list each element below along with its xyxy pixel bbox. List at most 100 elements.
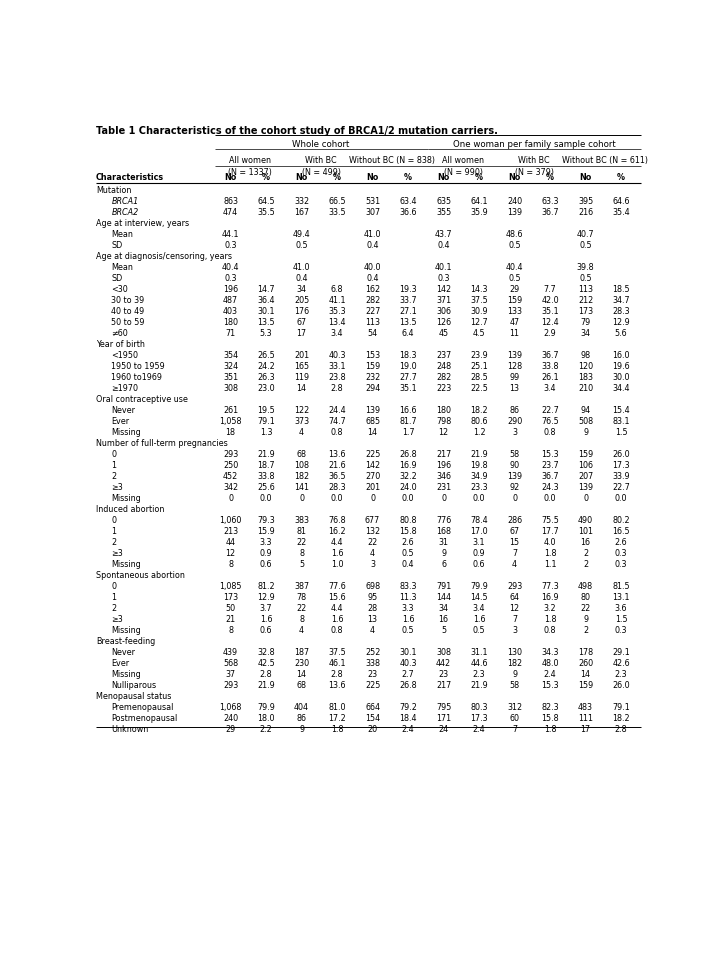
Text: 111: 111 — [578, 713, 593, 723]
Text: 81.5: 81.5 — [612, 581, 630, 590]
Text: 4: 4 — [370, 548, 375, 557]
Text: 76.5: 76.5 — [541, 417, 559, 425]
Text: No: No — [366, 173, 379, 182]
Text: 0.5: 0.5 — [402, 548, 414, 557]
Text: 225: 225 — [365, 450, 380, 458]
Text: 0: 0 — [441, 493, 446, 503]
Text: Breast-feeding: Breast-feeding — [96, 637, 155, 645]
Text: Age at interview, years: Age at interview, years — [96, 218, 189, 228]
Text: Oral contraceptive use: Oral contraceptive use — [96, 394, 188, 403]
Text: 531: 531 — [365, 197, 380, 205]
Text: 286: 286 — [507, 516, 522, 524]
Text: 178: 178 — [578, 647, 593, 656]
Text: 0.4: 0.4 — [366, 273, 379, 283]
Text: 13: 13 — [368, 614, 378, 623]
Text: Induced abortion: Induced abortion — [96, 505, 164, 514]
Text: 7: 7 — [512, 548, 517, 557]
Text: 42.0: 42.0 — [541, 296, 559, 304]
Text: 47: 47 — [510, 318, 520, 327]
Text: 23.9: 23.9 — [470, 351, 488, 359]
Text: Missing: Missing — [111, 626, 141, 635]
Text: 81: 81 — [297, 526, 307, 536]
Text: 19.5: 19.5 — [257, 405, 275, 415]
Text: 76.8: 76.8 — [328, 516, 346, 524]
Text: 351: 351 — [223, 372, 238, 382]
Text: 92: 92 — [510, 483, 520, 491]
Text: 37: 37 — [226, 670, 236, 678]
Text: 2.8: 2.8 — [260, 670, 272, 678]
Text: 182: 182 — [294, 472, 309, 481]
Text: 1960 to1969: 1960 to1969 — [111, 372, 162, 382]
Text: 17.2: 17.2 — [328, 713, 346, 723]
Text: 36.7: 36.7 — [541, 472, 559, 481]
Text: 15.4: 15.4 — [612, 405, 630, 415]
Text: Table 1 Characteristics of the cohort study of BRCA1/2 mutation carriers.: Table 1 Characteristics of the cohort st… — [96, 126, 498, 136]
Text: 12: 12 — [439, 427, 449, 436]
Text: Year of birth: Year of birth — [96, 339, 145, 349]
Text: No: No — [579, 173, 592, 182]
Text: 13.5: 13.5 — [257, 318, 275, 327]
Text: 171: 171 — [436, 713, 451, 723]
Text: 106: 106 — [578, 460, 593, 470]
Text: 36.5: 36.5 — [328, 472, 346, 481]
Text: 7.7: 7.7 — [543, 285, 556, 294]
Text: 67: 67 — [297, 318, 307, 327]
Text: 7: 7 — [512, 614, 517, 623]
Text: 2.4: 2.4 — [402, 725, 414, 734]
Text: 21.9: 21.9 — [470, 450, 488, 458]
Text: Never: Never — [111, 405, 136, 415]
Text: 81.0: 81.0 — [328, 703, 346, 711]
Text: 68: 68 — [297, 680, 307, 690]
Text: 17.7: 17.7 — [541, 526, 559, 536]
Text: 0.8: 0.8 — [544, 626, 556, 635]
Text: 16.2: 16.2 — [328, 526, 346, 536]
Text: 12.9: 12.9 — [257, 592, 275, 602]
Text: 167: 167 — [294, 207, 309, 216]
Text: 176: 176 — [294, 306, 309, 316]
Text: 12.9: 12.9 — [612, 318, 630, 327]
Text: 383: 383 — [294, 516, 309, 524]
Text: Without BC (N = 611): Without BC (N = 611) — [562, 156, 648, 166]
Text: 0: 0 — [111, 450, 116, 458]
Text: 79.2: 79.2 — [399, 703, 417, 711]
Text: 22.7: 22.7 — [612, 483, 630, 491]
Text: 2.8: 2.8 — [614, 725, 627, 734]
Text: 45: 45 — [439, 328, 449, 337]
Text: 0.5: 0.5 — [402, 626, 414, 635]
Text: 0: 0 — [111, 581, 116, 590]
Text: 791: 791 — [436, 581, 451, 590]
Text: 6.4: 6.4 — [402, 328, 414, 337]
Text: 0.3: 0.3 — [615, 548, 627, 557]
Text: 33.7: 33.7 — [399, 296, 417, 304]
Text: Whole cohort: Whole cohort — [293, 140, 350, 148]
Text: 677: 677 — [365, 516, 380, 524]
Text: 80.8: 80.8 — [399, 516, 417, 524]
Text: 43.7: 43.7 — [435, 230, 452, 238]
Text: 67: 67 — [510, 526, 520, 536]
Text: 201: 201 — [365, 483, 380, 491]
Text: 0.9: 0.9 — [260, 548, 272, 557]
Text: %: % — [333, 173, 341, 182]
Text: 0.0: 0.0 — [331, 493, 343, 503]
Text: 120: 120 — [578, 361, 593, 370]
Text: 439: 439 — [223, 647, 238, 656]
Text: 19.8: 19.8 — [470, 460, 488, 470]
Text: 26.0: 26.0 — [612, 450, 630, 458]
Text: 15.3: 15.3 — [541, 450, 559, 458]
Text: 28.3: 28.3 — [612, 306, 630, 316]
Text: 232: 232 — [365, 372, 380, 382]
Text: 0.4: 0.4 — [295, 273, 308, 283]
Text: 22.7: 22.7 — [541, 405, 559, 415]
Text: BRCA1: BRCA1 — [111, 197, 138, 205]
Text: 404: 404 — [294, 703, 309, 711]
Text: 338: 338 — [365, 659, 380, 668]
Text: 14: 14 — [368, 427, 378, 436]
Text: 355: 355 — [436, 207, 451, 216]
Text: 113: 113 — [578, 285, 593, 294]
Text: 34.4: 34.4 — [612, 384, 630, 392]
Text: With BC
(N = 499): With BC (N = 499) — [302, 156, 341, 176]
Text: 95: 95 — [368, 592, 378, 602]
Text: 9: 9 — [441, 548, 446, 557]
Text: 23: 23 — [368, 670, 378, 678]
Text: 94: 94 — [581, 405, 591, 415]
